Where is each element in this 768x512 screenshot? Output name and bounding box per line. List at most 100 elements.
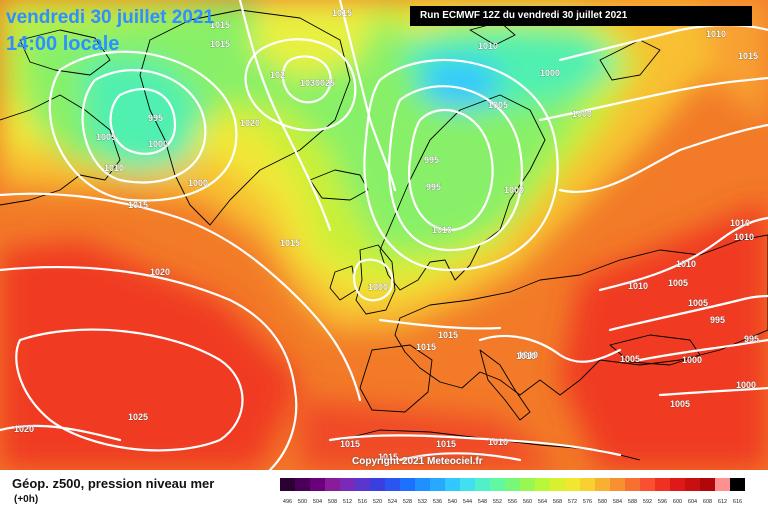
isobar-label: 1010: [518, 350, 538, 360]
color-scale-tick-label: 568: [553, 499, 562, 505]
isobar-label: 1005: [96, 132, 116, 142]
color-scale-swatch: [355, 478, 370, 491]
color-scale-swatch: [400, 478, 415, 491]
scandinavia-coast: [379, 94, 546, 291]
greenland-coast: [139, 9, 351, 226]
legend-forecast-hour: (+0h): [14, 494, 39, 505]
isobar-label: 1015: [332, 8, 352, 18]
color-scale-swatch: [430, 478, 445, 491]
isobar-label: 1020: [150, 267, 170, 277]
color-scale-swatch: [655, 478, 670, 491]
isobar-label: 1005: [688, 298, 708, 308]
color-scale-swatch: [550, 478, 565, 491]
isobar-label: 1020: [240, 118, 260, 128]
isobar-label: 1010: [516, 351, 536, 361]
isobar-label: 1005: [668, 278, 688, 288]
isobar-label: 1030025: [300, 78, 335, 88]
isobar-label: 1015: [210, 39, 230, 49]
isobar-label: 995: [424, 155, 439, 165]
isobar-label: 1010: [488, 437, 508, 447]
arctic-islands-coast: [19, 29, 111, 76]
color-scale-swatch: [520, 478, 535, 491]
color-scale-tick-label: 504: [313, 499, 322, 505]
isobar-label: 995: [744, 334, 759, 344]
color-scale-swatch: [505, 478, 520, 491]
color-scale-swatch: [580, 478, 595, 491]
isobar-label: 1000: [368, 282, 388, 292]
color-scale: 496 500 504 508 512 516 520 524 528 532 536 540 544 5…: [280, 478, 745, 505]
europe-coast: [394, 234, 768, 396]
color-scale-tick-label: 532: [418, 499, 427, 505]
isobar-label: 1015: [128, 200, 148, 210]
isobar-label: 1015: [280, 238, 300, 248]
black-sea-coast: [609, 334, 701, 366]
color-scale-swatch: [700, 478, 715, 491]
color-scale-tick-label: 580: [598, 499, 607, 505]
isobar-label: 1010: [734, 232, 754, 242]
color-scale-tick-label: 520: [373, 499, 382, 505]
color-scale-tick-label: 544: [463, 499, 472, 505]
isobar-label: 1010: [628, 281, 648, 291]
color-scale-tick-label: 516: [358, 499, 367, 505]
color-scale-tick-label: 560: [523, 499, 532, 505]
color-scale-tick-label: 600: [673, 499, 682, 505]
color-scale-swatch: [295, 478, 310, 491]
color-scale-tick-label: 608: [703, 499, 712, 505]
isobar-label: 1010: [104, 163, 124, 173]
isobar-label: 995: [426, 182, 441, 192]
color-scale-swatch: [325, 478, 340, 491]
color-scale-swatch: [340, 478, 355, 491]
isobar-label: 1000: [572, 109, 592, 119]
color-scale-swatch: [565, 478, 580, 491]
color-scale-tick-label: 616: [733, 499, 742, 505]
isobar-label: 1020: [14, 424, 34, 434]
color-scale-tick-label: 596: [658, 499, 667, 505]
color-scale-tick-label: 540: [448, 499, 457, 505]
isobar-label: 1010: [706, 29, 726, 39]
isobar-labels: 1015 1015 1015 1010 1030025 102 995 1000…: [14, 8, 760, 463]
color-scale-tick-label: 536: [433, 499, 442, 505]
color-scale-tick-label: 576: [583, 499, 592, 505]
color-scale-tick-label: 592: [643, 499, 652, 505]
color-scale-swatch: [670, 478, 685, 491]
isobar-lines: [0, 0, 768, 470]
color-scale-tick-label: 564: [538, 499, 547, 505]
isobar-label: 1015: [738, 51, 758, 61]
isobar-label: 1000: [188, 178, 208, 188]
color-scale-swatch: [415, 478, 430, 491]
color-scale-tick-label: 588: [628, 499, 637, 505]
pressure-map: 1015 1015 1015 1010 1030025 102 995 1000…: [0, 0, 768, 470]
color-scale-tick-label: 584: [613, 499, 622, 505]
color-scale-swatch: [685, 478, 700, 491]
novaya-zemlya-coast: [599, 39, 661, 81]
color-scale-swatch: [475, 478, 490, 491]
color-scale-swatch: [445, 478, 460, 491]
color-scale-tick-label: 500: [298, 499, 307, 505]
italy-coast: [479, 349, 531, 421]
color-scale-tick-label: 556: [508, 499, 517, 505]
color-scale-tick-label: 552: [493, 499, 502, 505]
isobar-label: 1000: [504, 185, 524, 195]
legend-label: Géop. z500, pression niveau mer: [12, 476, 215, 491]
isobar-label: 1005: [670, 399, 690, 409]
color-scale-tick-label: 524: [388, 499, 397, 505]
copyright-text: Copyright 2021 Meteociel.fr: [352, 456, 483, 467]
color-scale-swatch: [310, 478, 325, 491]
isobar-label: 1010: [730, 218, 750, 228]
isobar-label: 1015: [438, 330, 458, 340]
isobar-label: 1010: [676, 259, 696, 269]
isobar-label: 1025: [128, 412, 148, 422]
isobar-label: 995: [710, 315, 725, 325]
isobar-label: 1015: [210, 20, 230, 30]
ireland-coast: [329, 265, 357, 301]
isobar-label: 1005: [620, 354, 640, 364]
isobar-label: 1005: [488, 100, 508, 110]
color-scale-swatch: [640, 478, 655, 491]
color-scale-swatch: [730, 478, 745, 491]
color-scale-tick-label: 496: [283, 499, 292, 505]
color-scale-swatch: [625, 478, 640, 491]
isobar-label: 1000: [736, 380, 756, 390]
color-scale-swatch: [385, 478, 400, 491]
color-scale-tick-label: 512: [343, 499, 352, 505]
